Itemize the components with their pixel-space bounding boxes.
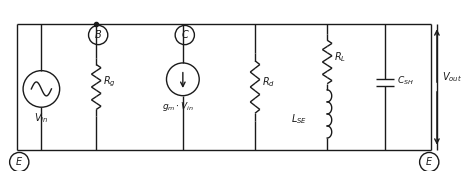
Text: E: E <box>426 157 432 167</box>
Text: B: B <box>95 30 101 40</box>
Text: $C_{SH}$: $C_{SH}$ <box>396 74 414 86</box>
Text: $R_{L}$: $R_{L}$ <box>334 50 346 64</box>
Text: $R_{d}$: $R_{d}$ <box>262 75 275 89</box>
Text: $V_{in}$: $V_{in}$ <box>34 111 48 125</box>
Text: $V_{out}$: $V_{out}$ <box>442 70 461 84</box>
Text: $g_{m}\cdot V_{in}$: $g_{m}\cdot V_{in}$ <box>162 100 194 113</box>
Text: $L_{SE}$: $L_{SE}$ <box>290 112 307 126</box>
Text: $R_{g}$: $R_{g}$ <box>103 75 116 89</box>
Text: E: E <box>16 157 22 167</box>
Text: C: C <box>182 30 188 40</box>
